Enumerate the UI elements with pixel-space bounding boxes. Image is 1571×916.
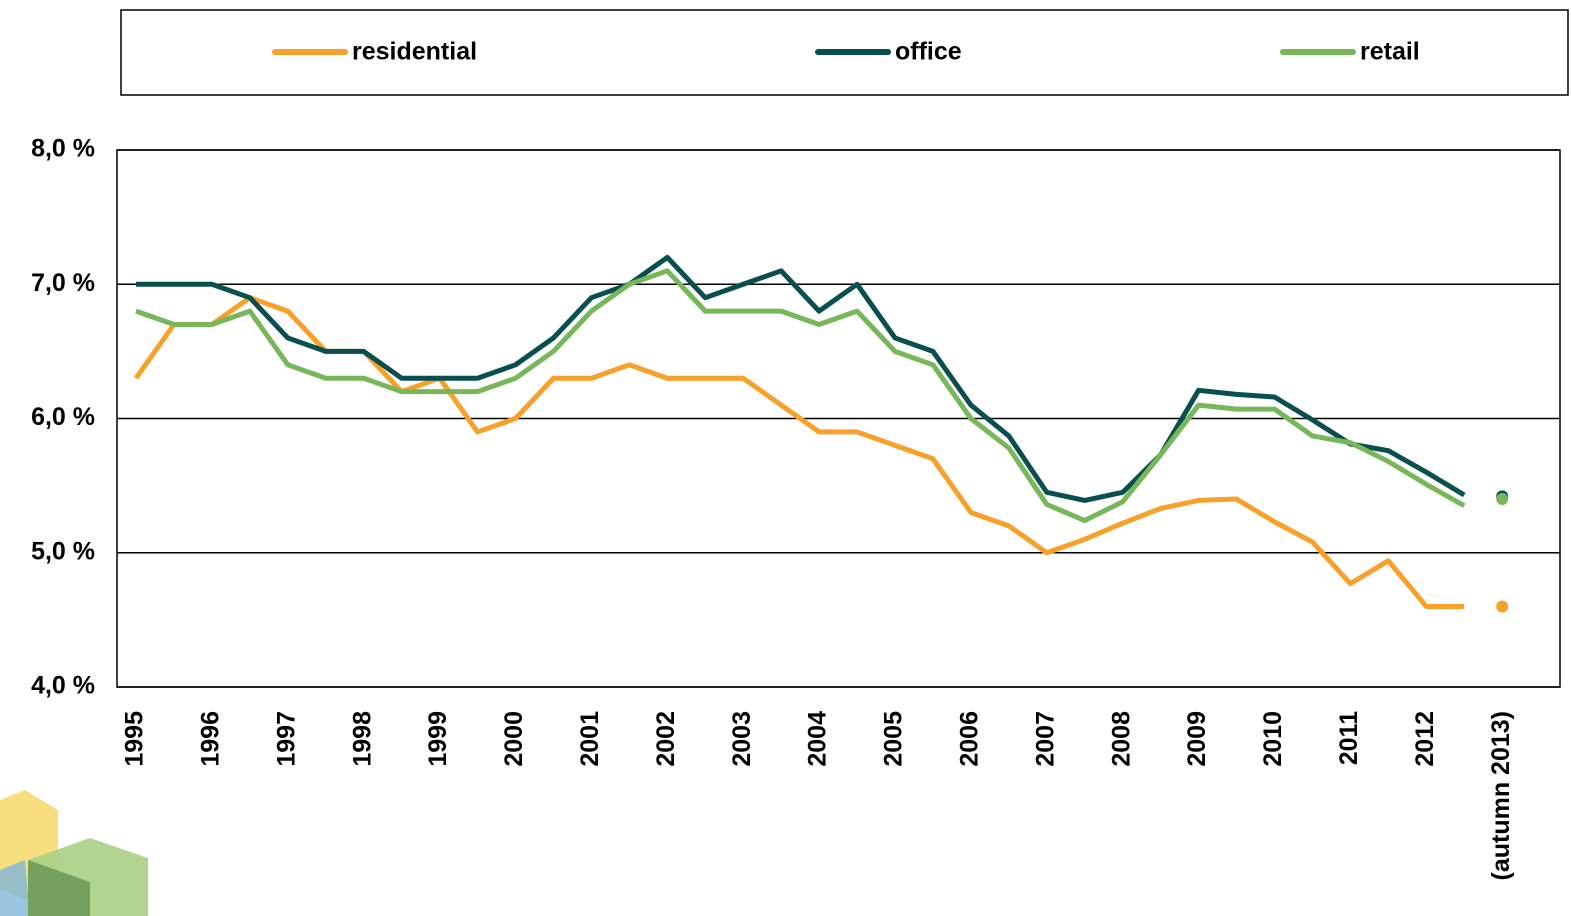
x-tick-label: 2002 [652, 711, 680, 767]
series-line [135, 268, 1466, 524]
legend-label: office [895, 38, 962, 66]
x-tick-label: 2006 [956, 711, 984, 767]
x-tick-label: 2012 [1411, 711, 1439, 767]
y-tick-label: 4,0 % [31, 672, 95, 700]
y-tick-label: 6,0 % [31, 403, 95, 431]
grid [117, 149, 1560, 688]
series-point [1496, 493, 1509, 506]
y-tick-label: 8,0 % [31, 135, 95, 163]
x-tick-label: 2003 [728, 711, 756, 767]
x-tick-label: 1997 [272, 711, 300, 767]
logo [0, 790, 148, 916]
y-tick-label: 7,0 % [31, 269, 95, 297]
x-tick-label: 2004 [804, 711, 832, 767]
x-tick-label: 2009 [1183, 711, 1211, 767]
x-tick-label: 2000 [500, 711, 528, 767]
y-tick-label: 5,0 % [31, 537, 95, 565]
series-line [133, 295, 1465, 609]
series-point [1496, 600, 1509, 613]
x-tick-label: 2005 [880, 711, 908, 767]
legend: residential office retail [272, 38, 1420, 66]
x-tick-label: 1996 [197, 711, 225, 767]
series-lines [133, 254, 1509, 613]
plot-frame [116, 149, 1561, 688]
legend-label: retail [1360, 38, 1420, 66]
legend-label: residential [352, 38, 477, 66]
x-tick-label: 2010 [1259, 711, 1287, 767]
legend-box [120, 9, 1569, 96]
x-tick-label: 2008 [1107, 711, 1135, 767]
x-tick-label: 1998 [348, 711, 376, 767]
x-tick-label: 2001 [576, 711, 604, 767]
x-tick-label: (autumn 2013) [1487, 711, 1515, 880]
x-tick-label: 1999 [424, 711, 452, 767]
x-tick-label: 2007 [1031, 711, 1059, 767]
x-tick-label: 2011 [1335, 711, 1363, 765]
series-line [136, 254, 1466, 503]
x-tick-label: 1995 [121, 711, 149, 767]
axis-labels: 4,0 % 5,0 % 6,0 % 7,0 % 8,0 % 1995 1996 1997 199… [31, 135, 1515, 881]
